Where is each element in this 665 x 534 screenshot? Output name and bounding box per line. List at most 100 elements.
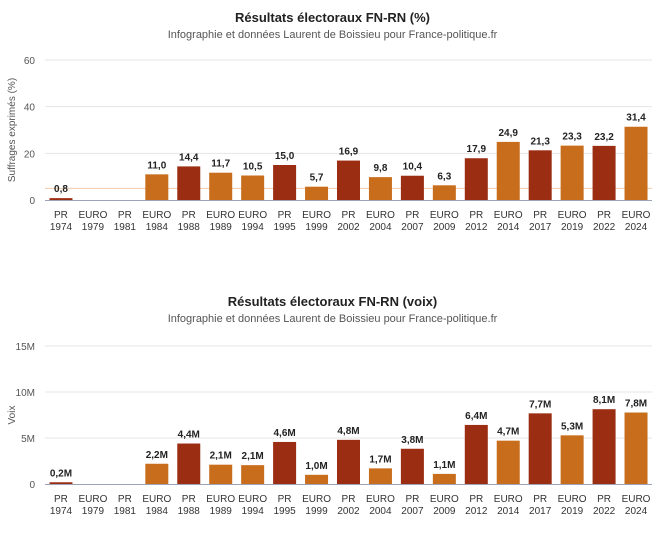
x-tick-label: 2022 — [593, 222, 616, 233]
data-label: 6,4M — [465, 411, 487, 422]
bar — [273, 165, 297, 200]
x-tick-label: 2007 — [401, 506, 424, 517]
data-label: 0,2M — [50, 468, 72, 479]
x-tick-label: 2009 — [433, 222, 456, 233]
chart-subtitle: Infographie et données Laurent de Boissi… — [167, 313, 498, 325]
x-tick-label: EURO — [366, 210, 395, 221]
bar — [432, 185, 456, 200]
data-label: 4,4M — [178, 430, 200, 441]
x-tick-label: PR — [597, 210, 611, 221]
x-tick-label: EURO — [142, 494, 171, 505]
x-tick-label: 2024 — [625, 222, 648, 233]
data-label: 0,8 — [54, 184, 68, 195]
bar — [400, 175, 424, 200]
x-tick-label: PR — [182, 210, 196, 221]
bar — [49, 482, 73, 484]
bar — [177, 443, 201, 484]
x-tick-label: PR — [182, 494, 196, 505]
x-tick-label: EURO — [622, 494, 651, 505]
y-tick-label: 0 — [29, 196, 35, 207]
x-tick-label: 2012 — [465, 506, 488, 517]
data-label: 9,8 — [373, 163, 387, 174]
bar — [273, 441, 297, 484]
x-tick-label: PR — [118, 494, 132, 505]
bar — [624, 412, 648, 484]
x-tick-label: 1989 — [210, 506, 233, 517]
y-tick-label: 15M — [16, 342, 35, 353]
x-tick-label: EURO — [366, 494, 395, 505]
chart-title: Résultats électoraux FN-RN (%) — [234, 10, 431, 25]
x-tick-label: 2022 — [593, 506, 616, 517]
data-label: 7,8M — [625, 399, 647, 410]
x-tick-label: 1981 — [114, 222, 137, 233]
x-tick-label: PR — [533, 210, 547, 221]
x-tick-label: PR — [278, 494, 292, 505]
x-tick-label: 1999 — [305, 506, 328, 517]
x-tick-label: 2004 — [369, 222, 392, 233]
x-tick-label: EURO — [238, 210, 267, 221]
x-tick-label: 2019 — [561, 222, 584, 233]
x-tick-label: EURO — [302, 210, 331, 221]
x-tick-label: PR — [54, 494, 68, 505]
data-label: 24,9 — [499, 128, 519, 139]
x-tick-label: PR — [533, 494, 547, 505]
x-tick-label: PR — [469, 210, 483, 221]
x-tick-label: 1994 — [242, 222, 265, 233]
x-tick-label: 2002 — [337, 506, 360, 517]
data-label: 1,7M — [369, 454, 391, 465]
bar — [592, 145, 616, 200]
data-label: 2,2M — [146, 450, 168, 461]
chart-votes-plot: 05M10M15MVoix0,2MPR1974EURO1979PR19812,2… — [7, 342, 652, 517]
x-tick-label: 1988 — [178, 222, 201, 233]
data-label: 1,1M — [433, 460, 455, 471]
bar — [496, 141, 520, 200]
x-tick-label: PR — [405, 210, 419, 221]
bar — [305, 474, 329, 484]
x-tick-label: 2017 — [529, 506, 552, 517]
chart-subtitle: Infographie et données Laurent de Boissi… — [167, 29, 498, 41]
bar — [560, 145, 584, 200]
data-label: 15,0 — [275, 151, 295, 162]
data-label: 23,3 — [562, 132, 582, 143]
bar — [592, 409, 616, 484]
bar — [305, 186, 329, 200]
x-tick-label: 2007 — [401, 222, 424, 233]
x-tick-label: 2014 — [497, 222, 520, 233]
bar — [624, 126, 648, 200]
bar — [560, 435, 584, 484]
x-tick-label: PR — [278, 210, 292, 221]
x-tick-label: 1995 — [273, 222, 296, 233]
data-label: 14,4 — [179, 152, 199, 163]
x-tick-label: PR — [342, 494, 356, 505]
data-label: 11,7 — [211, 159, 230, 170]
x-tick-label: 1984 — [146, 506, 169, 517]
data-label: 5,3M — [561, 421, 583, 432]
data-label: 2,1M — [242, 451, 264, 462]
bar — [528, 413, 552, 484]
x-tick-label: 2014 — [497, 506, 520, 517]
x-tick-label: EURO — [78, 210, 107, 221]
x-tick-label: 2009 — [433, 506, 456, 517]
data-label: 4,6M — [273, 428, 295, 439]
data-label: 2,1M — [210, 451, 232, 462]
y-axis-label: Suffrages exprimés (%) — [7, 78, 18, 182]
x-tick-label: 2004 — [369, 506, 392, 517]
bar — [336, 160, 361, 200]
x-tick-label: EURO — [78, 494, 107, 505]
y-tick-label: 40 — [24, 103, 36, 114]
x-tick-label: EURO — [622, 210, 651, 221]
x-tick-label: EURO — [142, 210, 171, 221]
x-tick-label: 1994 — [242, 506, 265, 517]
x-tick-label: EURO — [430, 210, 459, 221]
data-label: 31,4 — [626, 113, 646, 124]
x-tick-label: EURO — [494, 494, 523, 505]
y-tick-label: 0 — [29, 480, 35, 491]
bar — [432, 473, 456, 484]
y-tick-label: 10M — [16, 388, 35, 399]
data-label: 17,9 — [467, 144, 487, 155]
y-tick-label: 60 — [24, 56, 36, 67]
data-label: 4,8M — [337, 426, 359, 437]
data-label: 1,0M — [305, 461, 327, 472]
data-label: 3,8M — [401, 435, 423, 446]
bar — [145, 174, 169, 200]
